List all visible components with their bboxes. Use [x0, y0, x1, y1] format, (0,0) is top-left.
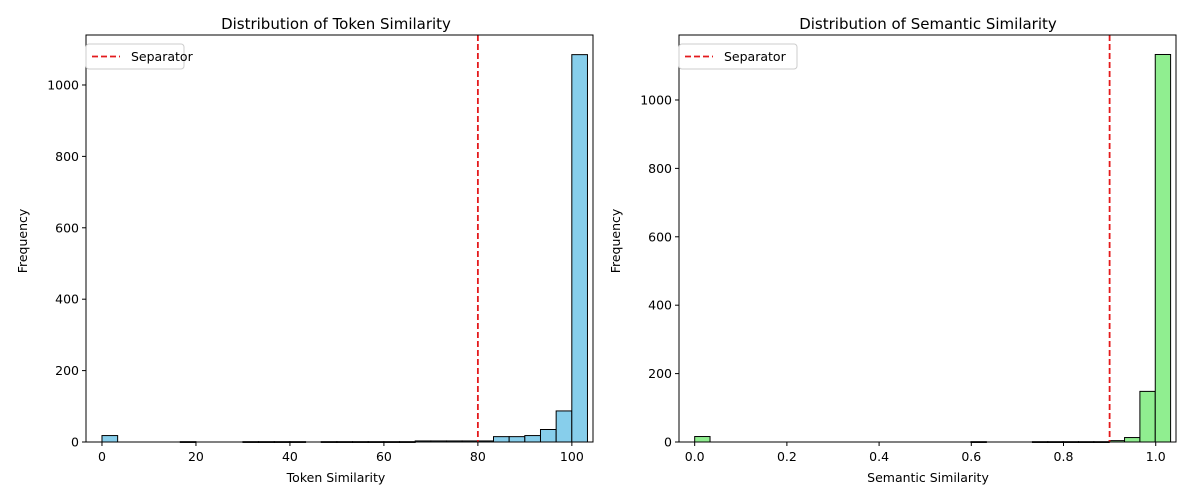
- y-axis-label: Frequency: [608, 208, 623, 273]
- x-tick-label: 1.0: [1146, 449, 1166, 464]
- x-tick-label: 0.6: [961, 449, 981, 464]
- legend-label: Separator: [131, 49, 194, 64]
- semantic-similarity-chart: Distribution of Semantic Similarity 0.0 0…: [608, 15, 1177, 485]
- histogram-bar: [539, 429, 557, 443]
- legend-box: [85, 43, 185, 70]
- y-tick-label: 800: [55, 149, 79, 164]
- x-tick-label: 80: [470, 449, 486, 464]
- histogram-bar: [524, 435, 541, 443]
- x-axis-ticks: 0.0 0.2 0.4 0.6 0.8 1.0: [685, 442, 1166, 464]
- y-tick-label: 800: [648, 161, 672, 176]
- x-tick-label: 40: [282, 449, 298, 464]
- x-tick-label: 0.0: [685, 449, 705, 464]
- x-axis-label: Semantic Similarity: [867, 470, 989, 485]
- histogram-bar: [571, 54, 588, 443]
- histogram-bar: [555, 410, 573, 443]
- x-tick-label: 0.8: [1054, 449, 1074, 464]
- y-tick-label: 0: [71, 435, 79, 450]
- y-axis-label: Frequency: [15, 208, 30, 273]
- x-tick-label: 60: [376, 449, 392, 464]
- y-tick-label: 400: [648, 298, 672, 313]
- x-tick-label: 0.2: [777, 449, 797, 464]
- x-tick-label: 100: [560, 449, 584, 464]
- y-tick-label: 1000: [640, 92, 672, 107]
- y-tick-label: 0: [664, 435, 672, 450]
- histogram-bar: [694, 436, 711, 443]
- y-tick-label: 600: [55, 220, 79, 235]
- histogram-bar: [493, 436, 510, 443]
- y-axis-ticks: 0 200 400 600 800 1000: [47, 77, 86, 450]
- token-similarity-chart: Distribution of Token Similarity 0 20 40 60…: [15, 15, 594, 485]
- histogram-bar: [1124, 437, 1141, 443]
- chart-title: Distribution of Token Similarity: [221, 15, 451, 33]
- plot-frame: [85, 34, 594, 443]
- y-tick-label: 400: [55, 292, 79, 307]
- legend-box: [678, 43, 798, 70]
- histogram-bar: [1139, 390, 1156, 443]
- y-tick-label: 200: [55, 363, 79, 378]
- legend: Separator: [678, 43, 798, 70]
- x-tick-label: 0: [98, 449, 106, 464]
- plot-frame: [678, 34, 1177, 443]
- y-tick-label: 600: [648, 229, 672, 244]
- chart-title: Distribution of Semantic Similarity: [799, 15, 1057, 33]
- y-axis-ticks: 0 200 400 600 800 1000: [640, 92, 679, 450]
- histogram-bars: [694, 53, 1172, 443]
- x-tick-label: 0.4: [869, 449, 889, 464]
- y-tick-label: 1000: [47, 77, 79, 92]
- legend-label: Separator: [724, 49, 787, 64]
- x-axis-ticks: 0 20 40 60 80 100: [98, 442, 584, 464]
- x-axis-label: Token Similarity: [286, 470, 386, 485]
- x-tick-label: 20: [188, 449, 204, 464]
- histogram-bar: [101, 435, 119, 443]
- histogram-bar: [508, 436, 526, 443]
- y-tick-label: 200: [648, 366, 672, 381]
- legend: Separator: [85, 43, 194, 70]
- histogram-bar: [1154, 53, 1172, 443]
